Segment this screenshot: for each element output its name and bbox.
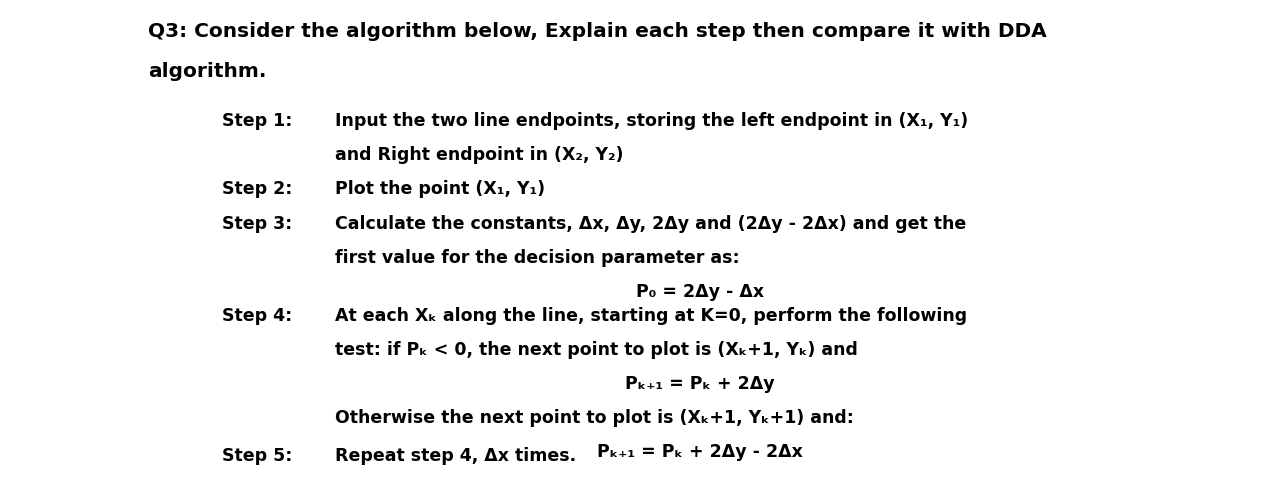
Text: Step 4:: Step 4: — [221, 307, 292, 325]
Text: Step 5:: Step 5: — [221, 447, 292, 465]
Text: Otherwise the next point to plot is (Xₖ+1, Yₖ+1) and:: Otherwise the next point to plot is (Xₖ+… — [335, 409, 854, 427]
Text: P₀ = 2Δy - Δx: P₀ = 2Δy - Δx — [636, 283, 764, 301]
Text: Q3: Consider the algorithm below, Explain each step then compare it with DDA: Q3: Consider the algorithm below, Explai… — [148, 22, 1047, 41]
Text: Pₖ₊₁ = Pₖ + 2Δy - 2Δx: Pₖ₊₁ = Pₖ + 2Δy - 2Δx — [596, 443, 803, 461]
Text: At each Xₖ along the line, starting at K=0, perform the following: At each Xₖ along the line, starting at K… — [335, 307, 968, 325]
Text: first value for the decision parameter as:: first value for the decision parameter a… — [335, 249, 740, 267]
Text: Calculate the constants, Δx, Δy, 2Δy and (2Δy - 2Δx) and get the: Calculate the constants, Δx, Δy, 2Δy and… — [335, 215, 966, 233]
Text: algorithm.: algorithm. — [148, 62, 266, 81]
Text: Pₖ₊₁ = Pₖ + 2Δy: Pₖ₊₁ = Pₖ + 2Δy — [625, 375, 774, 393]
Text: Step 2:: Step 2: — [221, 180, 292, 198]
Text: and Right endpoint in (X₂, Y₂): and Right endpoint in (X₂, Y₂) — [335, 146, 623, 164]
Text: Step 1:: Step 1: — [221, 112, 292, 130]
Text: test: if Pₖ < 0, the next point to plot is (Xₖ+1, Yₖ) and: test: if Pₖ < 0, the next point to plot … — [335, 341, 858, 359]
Text: Plot the point (X₁, Y₁): Plot the point (X₁, Y₁) — [335, 180, 545, 198]
Text: Input the two line endpoints, storing the left endpoint in (X₁, Y₁): Input the two line endpoints, storing th… — [335, 112, 968, 130]
Text: Step 3:: Step 3: — [221, 215, 292, 233]
Text: Repeat step 4, Δx times.: Repeat step 4, Δx times. — [335, 447, 576, 465]
